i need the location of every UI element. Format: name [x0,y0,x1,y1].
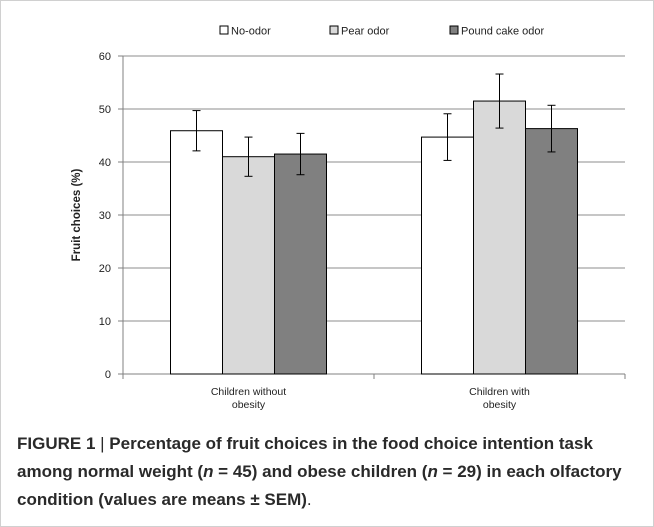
bars [170,100,578,375]
bar [170,130,223,375]
y-tick-label: 50 [99,104,111,116]
bar [421,136,474,375]
y-axis-ticks: 0 10 20 30 40 50 60 [99,51,123,381]
caption-label: FIGURE 1 [17,434,96,453]
caption-italic-n: n [203,462,214,481]
bar [473,100,526,375]
caption-text-part: = 29) in each olfactory condition (value… [17,462,622,509]
bar-chart: No-odor Pear odor Pound cake odor 0 10 20 30 4… [71,25,626,411]
y-tick-label: 20 [99,263,111,275]
bar [274,153,327,375]
figure-caption: FIGURE 1 | Percentage of fruit choices i… [17,430,637,514]
x-category-label: Children without [211,386,286,398]
legend-label: No-odor [231,26,271,38]
bar [222,156,275,375]
legend: No-odor Pear odor Pound cake odor [219,25,545,38]
caption-text-part: = 45) and obese children ( [213,462,428,481]
legend-swatch [449,25,459,35]
error-bars [192,73,556,177]
y-axis-title: Fruit choices (%) [71,169,83,262]
legend-label: Pound cake odor [461,26,545,38]
caption-text: Percentage of fruit choices in the food … [17,434,622,509]
y-tick-label: 10 [99,316,111,328]
bar [525,128,578,375]
x-category-label: obesity [232,399,266,411]
y-tick-label: 40 [99,157,111,169]
y-tick-label: 60 [99,51,111,63]
legend-label: Pear odor [341,26,390,38]
legend-swatch [219,25,229,35]
caption-separator: | [100,434,105,453]
y-tick-label: 30 [99,210,111,222]
legend-swatch [329,25,339,35]
x-category-label: Children with [469,386,530,398]
x-category-label: obesity [483,399,517,411]
caption-end: . [306,490,312,509]
caption-text-part: Percentage of fruit choices in the food … [17,434,593,481]
caption-italic-n: n [427,462,438,481]
y-tick-label: 0 [105,369,111,381]
